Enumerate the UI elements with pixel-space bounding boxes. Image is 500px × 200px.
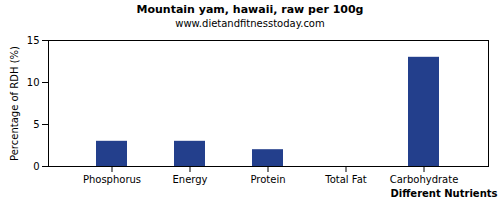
svg-text:Total Fat: Total Fat <box>324 174 366 185</box>
svg-text:15: 15 <box>27 35 40 46</box>
svg-text:Different Nutrients: Different Nutrients <box>391 188 498 199</box>
svg-text:0: 0 <box>33 161 39 172</box>
html-text:Mountain yam, hawaii, raw per: Mountain yam, hawaii, raw per 100g <box>136 3 364 16</box>
svg-text:Carbohydrate: Carbohydrate <box>390 174 459 185</box>
svg-text:Protein: Protein <box>250 174 285 185</box>
html-text:www.dietandfitnesstoday.com: www.dietandfitnesstoday.com <box>175 18 325 29</box>
svg-text:Phosphorus: Phosphorus <box>83 174 141 185</box>
svg-text:10: 10 <box>27 77 40 88</box>
svg-text:5: 5 <box>33 119 39 130</box>
svg-text:Percentage of RDH (%): Percentage of RDH (%) <box>9 46 20 161</box>
svg-text:Energy: Energy <box>172 174 207 185</box>
